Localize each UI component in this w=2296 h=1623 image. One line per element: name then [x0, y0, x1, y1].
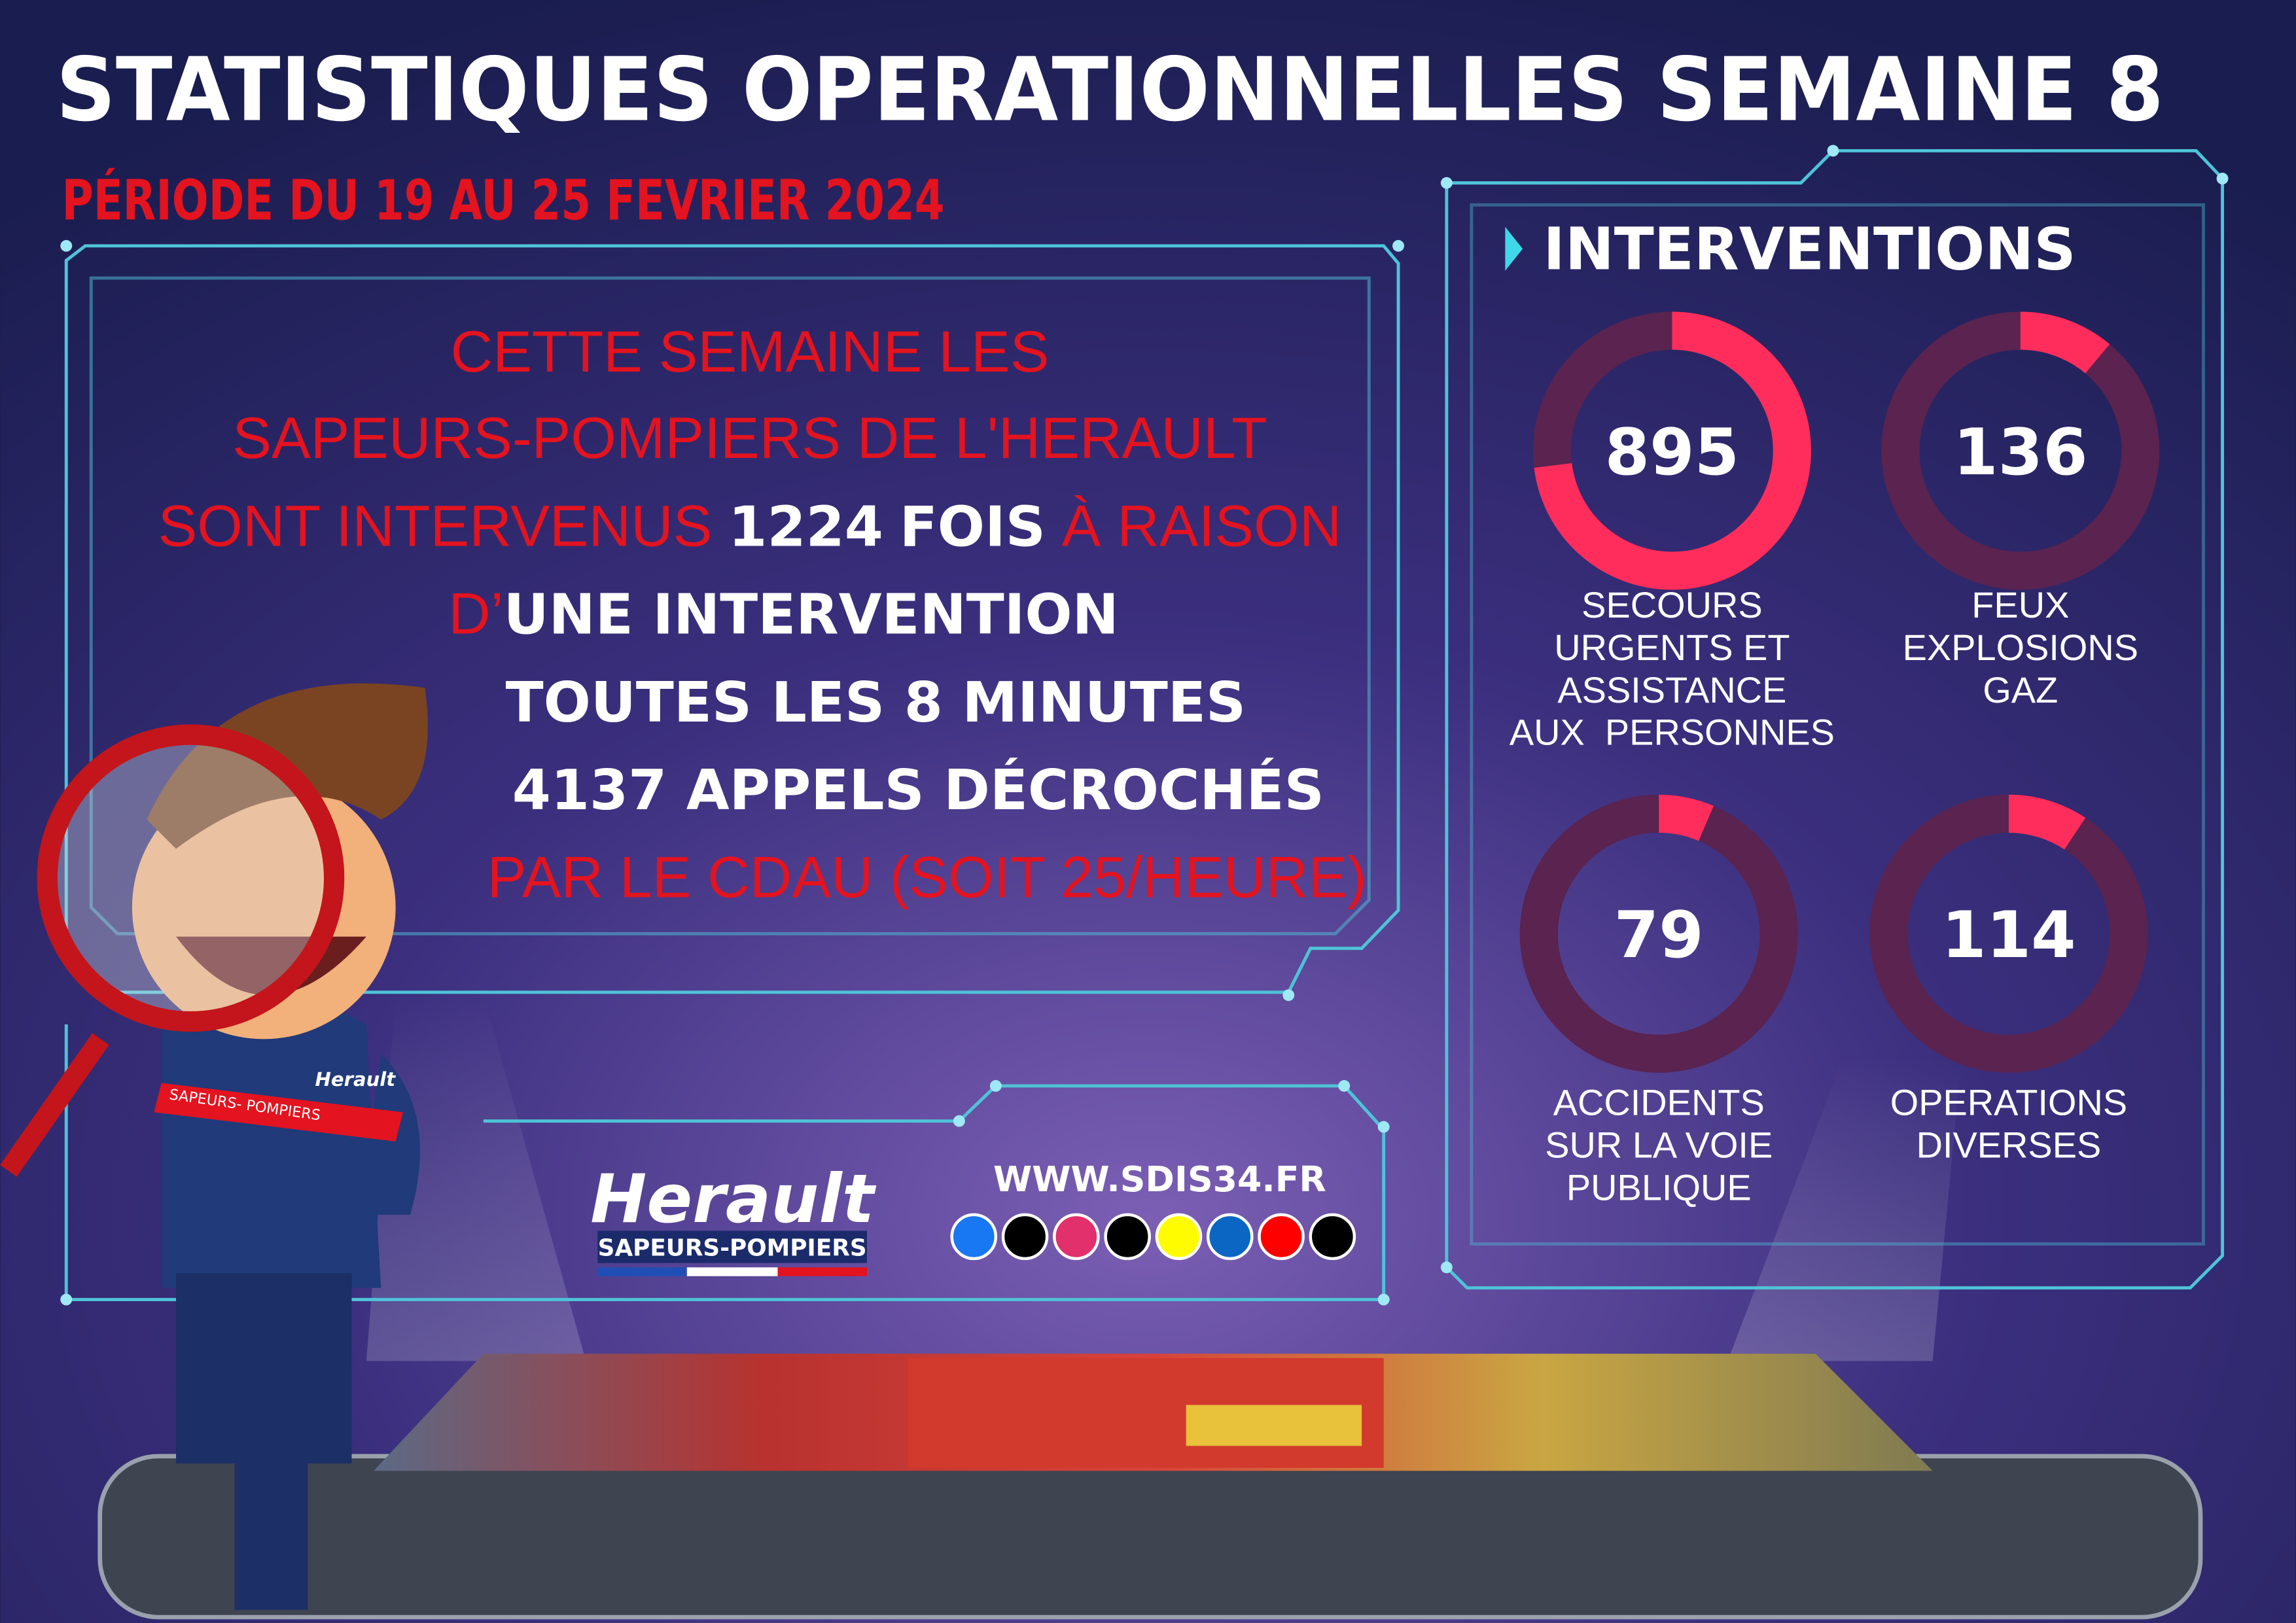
- panel-frame: [89, 276, 1371, 935]
- text: PAR LE CDAU (SOIT 25/HEURE): [487, 844, 1367, 909]
- frame-dot: [60, 1293, 73, 1306]
- total: 1224: [728, 495, 883, 559]
- panel-frame: [1445, 148, 2225, 1290]
- donut-arc: [1869, 794, 2148, 1073]
- frame-dot: [1338, 1080, 1351, 1092]
- social-icon: [1309, 1213, 1356, 1261]
- phone: [97, 1454, 2203, 1620]
- frame-dot: [2216, 172, 2229, 184]
- label-line: OPERATIONS: [1890, 1082, 2127, 1123]
- donut-value: 895: [1605, 415, 1739, 490]
- summary-line: TOUTES LES 8 MINUTES: [506, 671, 1246, 735]
- flag: [777, 1267, 867, 1276]
- summary-line: PAR LE CDAU (SOIT 25/HEURE): [487, 844, 1367, 909]
- label-line: FEUX: [1971, 584, 2069, 625]
- text: D’: [448, 581, 504, 646]
- label-line: EXPLOSIONS: [1903, 627, 2138, 668]
- flag: [597, 1267, 687, 1276]
- summary-line: 4137 APPELS DÉCROCHÉS: [512, 757, 1324, 823]
- text: UNE INTERVENTION: [504, 583, 1119, 648]
- donut-label: FEUX EXPLOSIONS GAZ: [1903, 584, 2138, 710]
- label-line: ASSISTANCE: [1557, 669, 1786, 710]
- text: SONT INTERVENUS: [158, 493, 713, 558]
- social-icons: [950, 1213, 1356, 1261]
- period: PÉRIODE DU 19 AU 25 FEVRIER 2024: [62, 167, 945, 234]
- label-line: SECOURS: [1581, 584, 1762, 625]
- frame-dot: [1377, 1293, 1390, 1306]
- text: SAPEURS-POMPIERS DE L'HERAULT: [232, 405, 1267, 470]
- donuts: 895 SECOURS URGENTS ET ASSISTANCE AUX PERSON…: [1510, 311, 2160, 1208]
- donut-label: SECOURS URGENTS ET ASSISTANCE AUX PERSONNES: [1510, 584, 1835, 753]
- text: FOIS: [900, 495, 1046, 559]
- website[interactable]: WWW.SDIS34.FR: [993, 1159, 1326, 1200]
- label-line: GAZ: [1983, 669, 2058, 710]
- label-line: AUX PERSONNES: [1510, 712, 1835, 753]
- text: CETTE SEMAINE LES: [451, 319, 1050, 384]
- label-line: ACCIDENTS: [1553, 1082, 1765, 1123]
- frame-dot: [989, 1080, 1002, 1092]
- logo: Herault: [590, 1160, 877, 1238]
- social-icon: [1104, 1213, 1151, 1261]
- label-line: SUR LA VOIE: [1545, 1125, 1773, 1166]
- label-line: PUBLIQUE: [1566, 1166, 1752, 1208]
- logo-subtitle: SAPEURS-POMPIERS: [598, 1234, 867, 1261]
- flag: [686, 1267, 778, 1276]
- text: À RAISON: [1062, 493, 1342, 558]
- label-line: DIVERSES: [1916, 1125, 2102, 1166]
- truck-stripe: [1186, 1405, 1362, 1446]
- character: SAPEURS- POMPIERS Herault: [0, 683, 428, 1610]
- donut-value: 136: [1953, 415, 2087, 490]
- social-icon: [1155, 1213, 1203, 1261]
- frame-dot: [1392, 239, 1405, 252]
- panel-frame: [1470, 203, 2205, 1246]
- logo-band: [597, 1230, 867, 1263]
- social-icon: [1053, 1213, 1100, 1261]
- frame-dot: [60, 239, 73, 252]
- bullet: [1505, 226, 1523, 271]
- frame-dot: [1440, 177, 1453, 189]
- summary-line: CETTE SEMAINE LES: [451, 319, 1050, 384]
- social-icon: [1258, 1213, 1305, 1261]
- badge-logo: Herault: [315, 1068, 397, 1091]
- social-icon: [1206, 1213, 1254, 1261]
- social-icon: [1001, 1213, 1049, 1261]
- summary-line: SONT INTERVENUS 1224 FOIS À RAISON: [158, 493, 1342, 559]
- donut-label: OPERATIONS DIVERSES: [1890, 1082, 2127, 1166]
- social-icon: [950, 1213, 998, 1261]
- title: STATISTIQUES OPERATIONNELLES SEMAINE 8: [56, 38, 2164, 141]
- text: TOUTES LES 8 MINUTES: [506, 671, 1246, 735]
- donut-value: 114: [1941, 898, 2075, 973]
- frame-dot: [1827, 145, 1839, 157]
- donut-arc: [1519, 794, 1798, 1073]
- donut-label: ACCIDENTS SUR LA VOIE PUBLIQUE: [1545, 1082, 1773, 1208]
- beam: [366, 995, 586, 1361]
- summary-line: SAPEURS-POMPIERS DE L'HERAULT: [232, 405, 1267, 470]
- donut-arc: [1881, 311, 2160, 590]
- summary-line: D’UNE INTERVENTION: [448, 581, 1119, 648]
- label-line: URGENTS ET: [1554, 627, 1790, 668]
- frame-dot: [1282, 989, 1295, 1002]
- interventions-title: INTERVENTIONS: [1544, 216, 2076, 284]
- calls: 4137: [512, 758, 667, 823]
- donut-arc: [1532, 311, 1811, 590]
- beam: [1727, 1053, 1962, 1361]
- frame-dot: [953, 1115, 965, 1127]
- frame-dot: [1440, 1261, 1453, 1274]
- donut-value: 79: [1614, 898, 1704, 973]
- frame-dot: [1377, 1121, 1390, 1133]
- text: APPELS DÉCROCHÉS: [686, 757, 1324, 823]
